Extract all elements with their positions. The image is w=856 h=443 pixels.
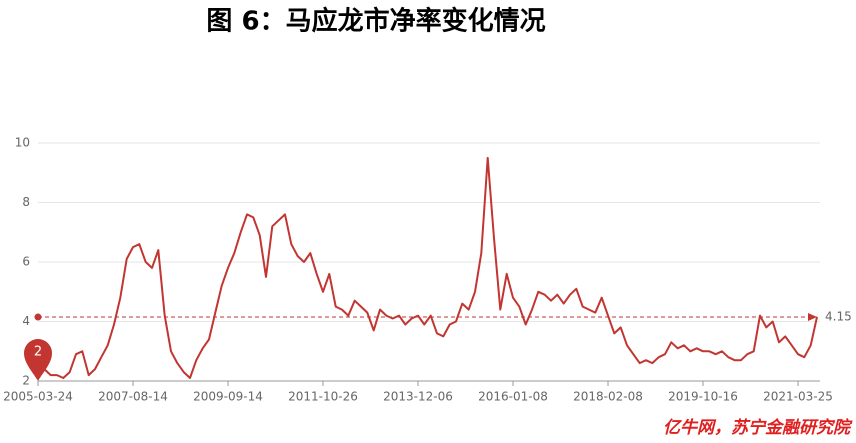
x-tick-label: 2013-12-06: [383, 390, 453, 404]
x-tick-label: 2021-03-25: [763, 390, 833, 404]
series-line: [37, 156, 818, 379]
mark-line-start: [34, 313, 42, 321]
x-tick-label: 2019-10-16: [668, 390, 738, 404]
mark-line-arrow: [808, 313, 817, 322]
x-tick-label: 2011-10-26: [288, 390, 358, 404]
x-tick-label: 2009-09-14: [193, 390, 263, 404]
x-tick-label: 2007-08-14: [98, 390, 168, 404]
chart-title: 图 6：马应龙市净率变化情况: [206, 6, 545, 37]
y-tick-label: 2: [22, 374, 30, 388]
x-tick-label: 2016-01-08: [478, 390, 548, 404]
min-pin: [24, 339, 52, 381]
mark-line-label: 4.15: [825, 310, 852, 324]
y-tick-label: 6: [22, 255, 30, 269]
x-tick-label: 2018-02-08: [573, 390, 643, 404]
min-pin-label: 2: [34, 345, 42, 360]
y-tick-label: 10: [15, 136, 30, 150]
x-tick-label: 2005-03-24: [3, 390, 73, 404]
watermark: 亿牛网，苏宁金融研究院: [663, 418, 853, 438]
y-tick-label: 4: [22, 314, 30, 328]
y-tick-label: 8: [22, 195, 30, 209]
